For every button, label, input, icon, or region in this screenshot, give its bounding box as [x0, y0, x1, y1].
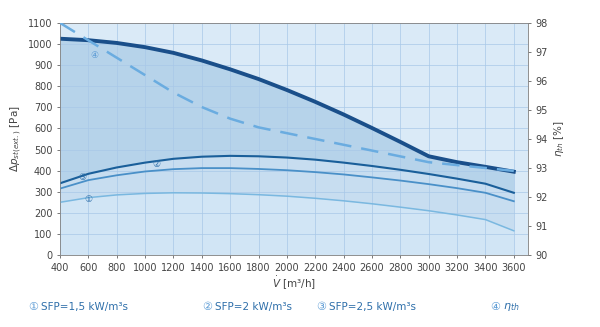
Text: ④: ④: [490, 302, 500, 312]
Text: ②: ②: [202, 302, 212, 312]
Text: ①: ①: [28, 302, 38, 312]
Text: SFP=2 kW/m³s: SFP=2 kW/m³s: [215, 302, 292, 312]
Text: ②: ②: [152, 160, 160, 169]
Y-axis label: $\Delta p_{st(ext.)}$ [Pa]: $\Delta p_{st(ext.)}$ [Pa]: [8, 106, 23, 172]
X-axis label: $\dot{V}$ [m³/h]: $\dot{V}$ [m³/h]: [272, 275, 316, 292]
Text: ④: ④: [90, 51, 98, 60]
Text: ③: ③: [79, 173, 87, 182]
Text: SFP=1,5 kW/m³s: SFP=1,5 kW/m³s: [41, 302, 128, 312]
Text: ①: ①: [85, 195, 92, 204]
Y-axis label: $\eta_{th}$ [%]: $\eta_{th}$ [%]: [552, 121, 566, 157]
Text: SFP=2,5 kW/m³s: SFP=2,5 kW/m³s: [329, 302, 416, 312]
Text: $\eta_{th}$: $\eta_{th}$: [503, 301, 519, 313]
Text: ③: ③: [316, 302, 326, 312]
